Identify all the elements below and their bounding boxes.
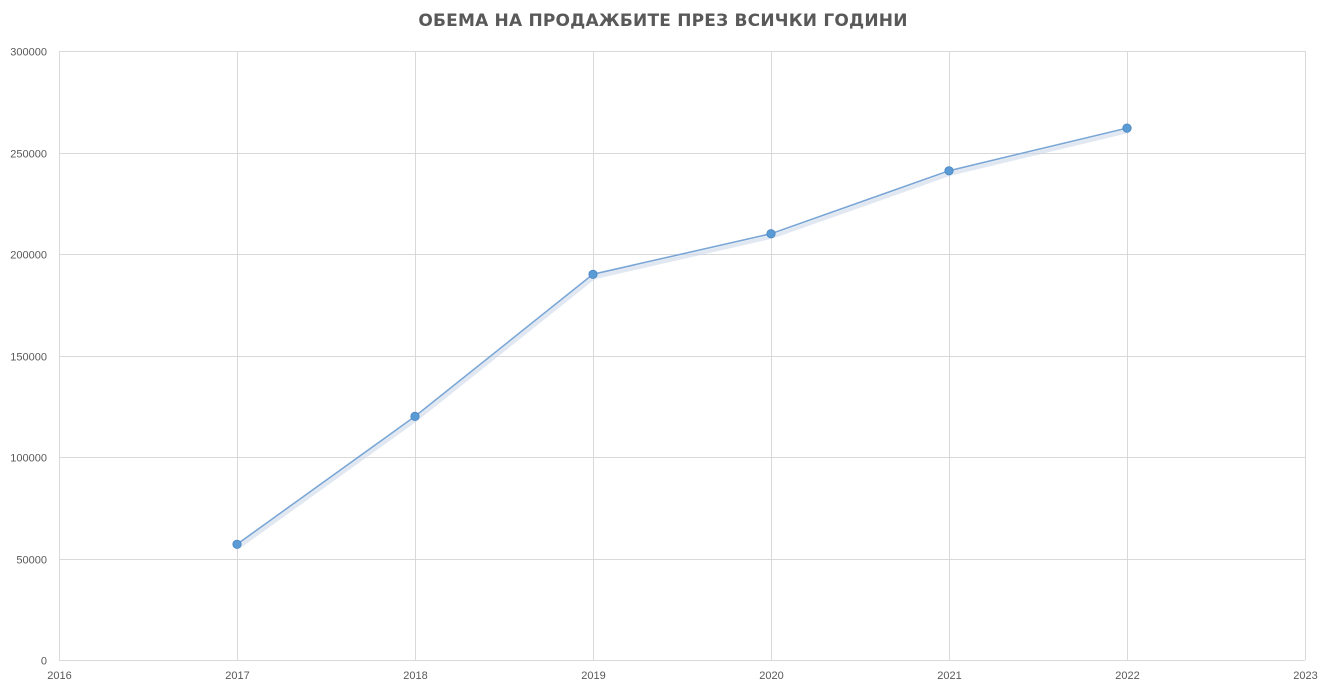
x-tick-label: 2016 [47,670,71,682]
x-tick-label: 2019 [581,670,605,682]
x-tick-label: 2023 [1293,670,1317,682]
x-axis-ticks: 2016 2017 2018 2019 2020 2021 2022 2023 [47,670,1317,682]
data-point [1122,123,1132,133]
y-tick-label: 250000 [10,149,47,161]
x-tick-label: 2017 [225,670,249,682]
data-point [232,539,242,549]
y-tick-label: 200000 [10,250,47,262]
y-tick-label: 150000 [10,352,47,364]
y-tick-label: 300000 [10,47,47,59]
x-tick-label: 2021 [937,670,961,682]
chart-title: ОБЕМА НА ПРОДАЖБИТЕ ПРЕЗ ВСИЧКИ ГОДИНИ [418,11,908,31]
data-point [944,166,954,176]
series-layer [232,123,1132,549]
series-line-shadow [236,129,1129,549]
x-tick-label: 2018 [403,670,427,682]
data-point [766,229,776,239]
series-line [236,127,1128,545]
y-tick-label: 0 [41,656,47,668]
x-tick-label: 2022 [1115,670,1139,682]
x-tick-label: 2020 [759,670,783,682]
y-axis-ticks: 0 50000 100000 150000 200000 250000 300000 [10,47,47,668]
data-point [588,269,598,279]
y-tick-label: 100000 [10,453,47,465]
grid-lines [59,51,1306,661]
y-tick-label: 50000 [16,555,47,567]
data-point [410,411,420,421]
